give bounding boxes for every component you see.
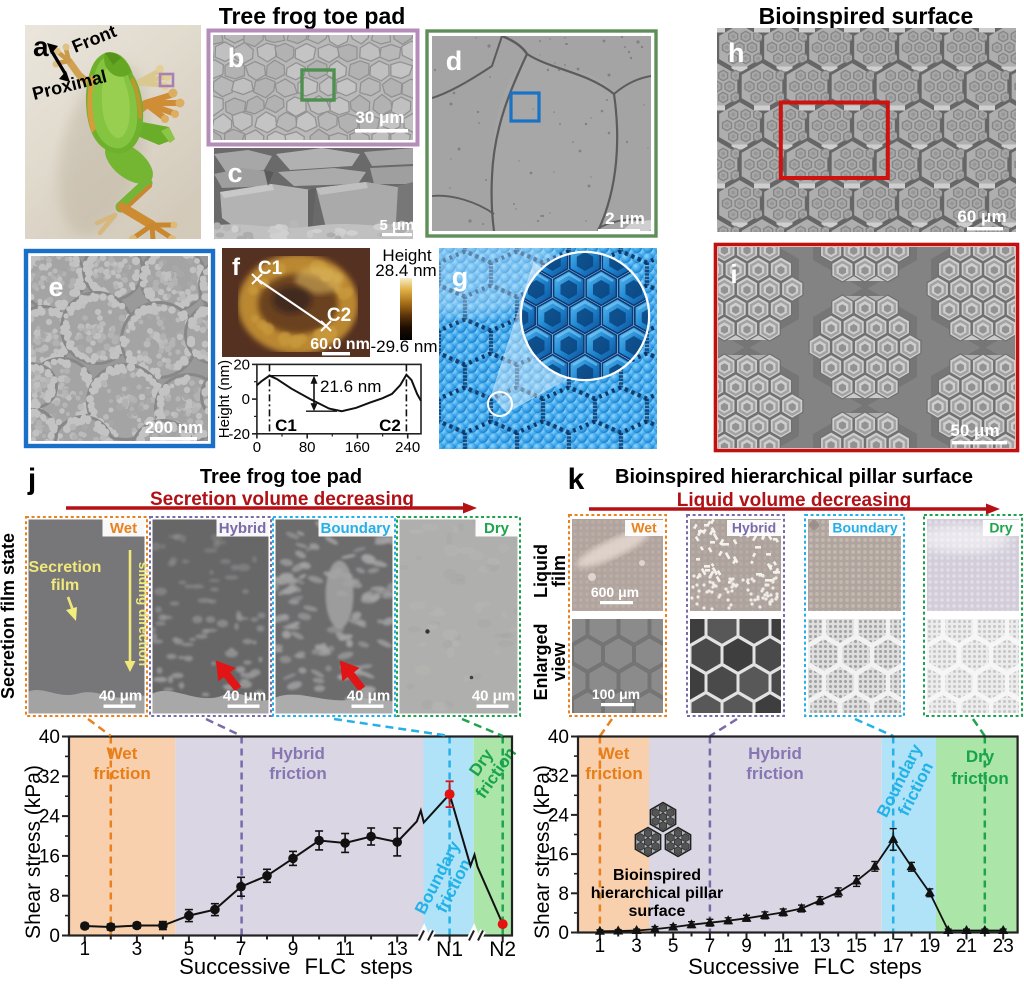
svg-text:film: film [549, 555, 569, 587]
svg-text:g: g [452, 262, 469, 292]
svg-text:hierarchical pillar: hierarchical pillar [591, 885, 724, 902]
svg-text:3: 3 [631, 936, 642, 957]
svg-text:a: a [33, 31, 49, 62]
svg-text:3: 3 [132, 939, 143, 960]
svg-text:Successive FLC steps: Successive FLC steps [179, 954, 413, 979]
svg-text:600 μm: 600 μm [591, 584, 639, 600]
svg-text:Dry: Dry [966, 747, 995, 766]
svg-text:Hybrid: Hybrid [219, 520, 267, 537]
svg-text:19: 19 [919, 936, 940, 957]
svg-text:friction: friction [585, 764, 643, 783]
svg-text:C1: C1 [258, 258, 283, 279]
svg-text:0: 0 [558, 923, 569, 944]
svg-text:film: film [51, 577, 79, 594]
svg-text:Liquid: Liquid [531, 544, 551, 598]
svg-text:k: k [568, 463, 585, 496]
svg-text:40 μm: 40 μm [472, 688, 515, 705]
svg-text:80: 80 [299, 439, 316, 456]
svg-text:friction: friction [951, 769, 1009, 788]
svg-text:Bioinspired surface: Bioinspired surface [759, 3, 974, 29]
svg-text:8: 8 [49, 886, 60, 907]
svg-text:view: view [549, 641, 569, 681]
svg-text:40 μm: 40 μm [347, 688, 390, 705]
svg-text:N2: N2 [489, 938, 516, 961]
svg-text:Height (nm): Height (nm) [216, 360, 233, 438]
svg-text:28.4 nm: 28.4 nm [375, 261, 436, 280]
svg-text:friction: friction [746, 764, 804, 783]
svg-text:0: 0 [253, 439, 261, 456]
svg-text:i: i [730, 259, 737, 289]
svg-text:f: f [232, 254, 241, 281]
svg-text:60 μm: 60 μm [957, 207, 1006, 226]
svg-text:21.6 nm: 21.6 nm [320, 377, 381, 396]
svg-text:40 μm: 40 μm [99, 688, 142, 705]
svg-text:Successive FLC steps: Successive FLC steps [688, 954, 922, 979]
svg-text:30 μm: 30 μm [355, 108, 404, 127]
svg-text:Bioinspired hierarchical pilla: Bioinspired hierarchical pillar surface [615, 466, 973, 488]
svg-text:Boundary: Boundary [832, 520, 898, 536]
svg-text:200 nm: 200 nm [145, 418, 204, 437]
svg-text:40: 40 [39, 727, 60, 748]
svg-text:d: d [446, 46, 463, 76]
svg-text:Wet: Wet [631, 520, 657, 536]
svg-text:Hybrid: Hybrid [732, 520, 776, 536]
svg-text:sliding direction: sliding direction [136, 562, 151, 666]
svg-text:e: e [48, 272, 63, 302]
svg-text:Boundary: Boundary [320, 520, 391, 537]
svg-text:60.0 nm: 60.0 nm [310, 336, 370, 353]
svg-text:j: j [27, 463, 36, 496]
svg-text:21: 21 [956, 936, 977, 957]
svg-text:5: 5 [668, 936, 679, 957]
svg-text:40: 40 [548, 727, 569, 748]
svg-text:c: c [227, 158, 242, 188]
svg-text:5 μm: 5 μm [379, 217, 414, 234]
svg-text:Tree frog toe pad: Tree frog toe pad [200, 466, 362, 488]
svg-text:C2: C2 [379, 416, 401, 435]
svg-text:Shear stress (kPa): Shear stress (kPa) [531, 765, 554, 939]
svg-text:Hybrid: Hybrid [271, 744, 325, 763]
svg-text:friction: friction [93, 764, 151, 783]
svg-text:Shear stress (kPa): Shear stress (kPa) [22, 765, 45, 939]
svg-text:C2: C2 [327, 305, 351, 326]
svg-text:friction: friction [269, 764, 327, 783]
svg-text:Dry: Dry [989, 520, 1013, 536]
svg-text:40 μm: 40 μm [223, 688, 266, 705]
svg-text:1: 1 [595, 936, 606, 957]
svg-text:8: 8 [558, 884, 569, 905]
svg-text:Enlarged: Enlarged [531, 623, 551, 700]
svg-text:Tree frog toe pad: Tree frog toe pad [219, 3, 406, 29]
svg-text:Wet: Wet [110, 520, 137, 537]
svg-text:23: 23 [993, 936, 1014, 957]
svg-text:240: 240 [395, 439, 420, 456]
svg-text:1: 1 [80, 939, 91, 960]
svg-text:0: 0 [49, 926, 60, 947]
svg-text:Secretion: Secretion [29, 559, 102, 576]
svg-text:Dry: Dry [484, 520, 510, 537]
svg-text:Hybrid: Hybrid [748, 744, 802, 763]
svg-text:Wet: Wet [107, 744, 138, 763]
svg-text:160: 160 [345, 439, 370, 456]
svg-text:2 μm: 2 μm [605, 209, 645, 228]
svg-text:N1: N1 [436, 938, 463, 961]
svg-text:Wet: Wet [599, 744, 630, 763]
svg-text:surface: surface [629, 903, 686, 920]
svg-text:50 μm: 50 μm [950, 421, 999, 440]
svg-text:Secretion film state: Secretion film state [0, 533, 18, 699]
svg-text:b: b [228, 43, 245, 73]
svg-text:h: h [728, 38, 745, 68]
svg-text:C1: C1 [275, 416, 297, 435]
svg-text:100 μm: 100 μm [592, 686, 640, 702]
svg-text:-29.6 nm: -29.6 nm [370, 337, 437, 356]
svg-text:0: 0 [242, 391, 250, 408]
svg-text:20: 20 [233, 356, 250, 373]
svg-text:Bioinspired: Bioinspired [613, 867, 701, 884]
